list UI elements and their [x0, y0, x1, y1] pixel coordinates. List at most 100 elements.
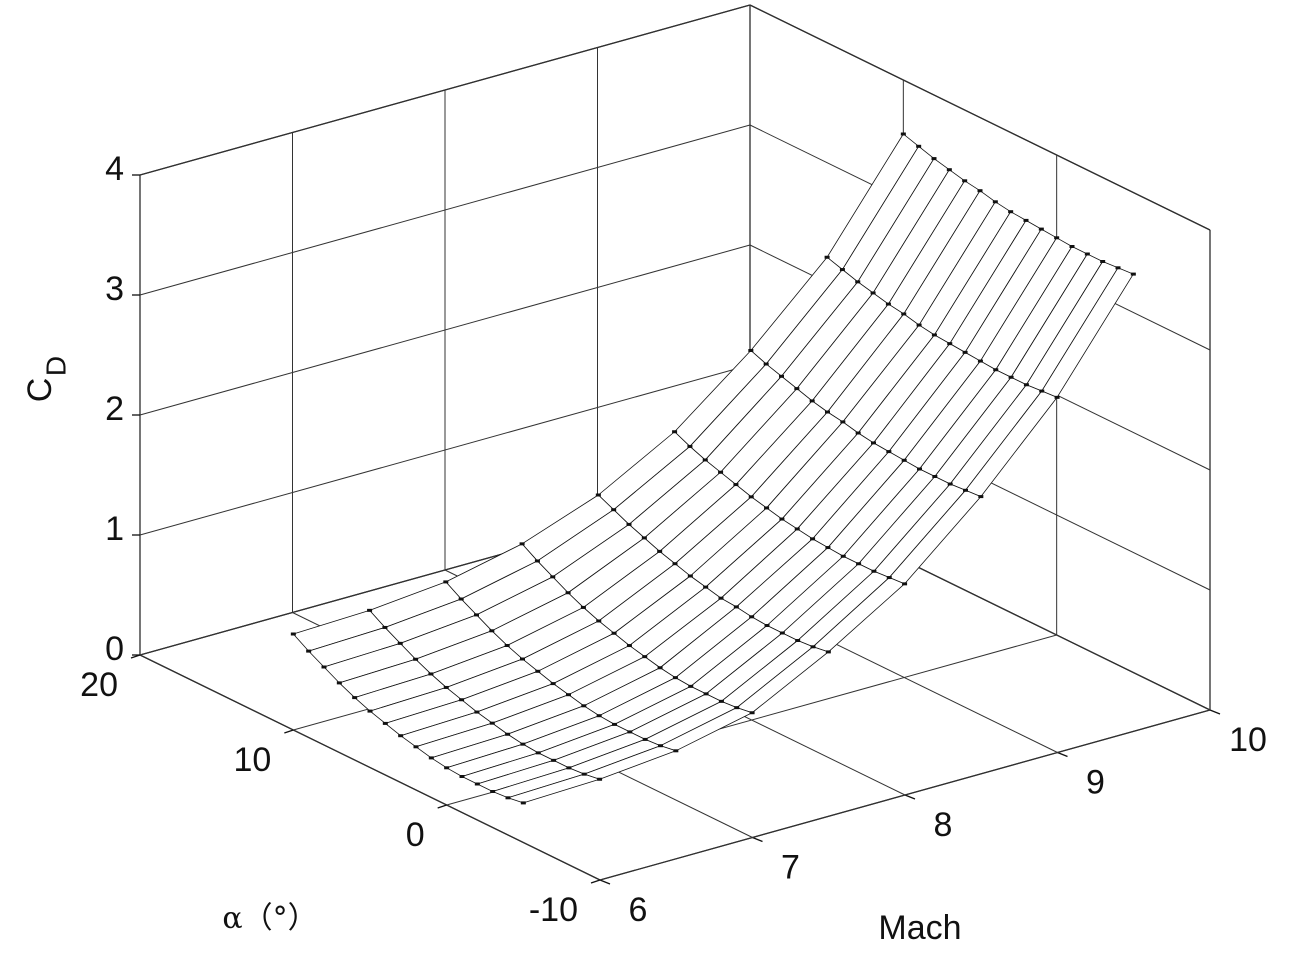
surface-point	[534, 559, 540, 563]
tick-mark	[752, 836, 763, 843]
surface-point	[702, 458, 708, 462]
surface-point	[612, 722, 617, 726]
x-tick-label: 8	[934, 806, 953, 844]
surface-point	[626, 522, 632, 526]
surface-point	[779, 631, 785, 635]
surface-point	[810, 537, 816, 541]
surface-point	[459, 775, 465, 778]
tick-mark	[284, 729, 294, 734]
x-tick-label: 9	[1086, 763, 1105, 801]
surface-point	[718, 596, 724, 600]
surface-point	[290, 632, 296, 636]
surface-point	[550, 575, 556, 579]
surface-point	[825, 546, 831, 550]
surface-point	[1054, 236, 1060, 240]
z-axis-label: C D	[21, 356, 71, 402]
x-tick-label: 6	[629, 891, 648, 929]
surface-point	[566, 693, 571, 697]
surface-point	[931, 333, 937, 337]
surface-point	[1069, 245, 1075, 248]
surface-point	[809, 399, 815, 403]
surface-point	[397, 641, 403, 645]
surface-point	[795, 639, 801, 642]
surface-point	[1023, 218, 1029, 222]
surface-point	[825, 410, 830, 414]
surface-point	[703, 692, 709, 696]
surface-point	[581, 704, 587, 708]
tick-mark	[437, 804, 447, 809]
surface-point	[596, 619, 602, 623]
surface-point	[917, 467, 922, 471]
y-tick-label: 0	[406, 816, 425, 854]
surface-point	[504, 644, 510, 647]
surface-point	[1008, 210, 1014, 214]
tick-mark	[1057, 751, 1068, 758]
x-tick-label: 10	[1229, 721, 1267, 759]
surface-point	[535, 669, 541, 673]
surface-point	[672, 562, 678, 566]
surface-point	[978, 495, 984, 499]
y-tick-label: 10	[234, 741, 272, 779]
surface-point	[672, 676, 678, 680]
z-tick-label: 4	[105, 150, 124, 188]
surface-point	[839, 268, 845, 272]
surface-point	[977, 359, 983, 363]
surface-point	[885, 302, 891, 306]
surface-point	[398, 734, 404, 738]
y-axis-label: α（°）	[222, 901, 317, 936]
surface-point	[352, 696, 358, 700]
surface-point	[580, 605, 586, 609]
surface-point	[733, 483, 739, 487]
surface-point	[962, 350, 968, 354]
surface-point	[794, 387, 800, 391]
surface-point	[642, 737, 648, 741]
surface-point	[505, 732, 511, 736]
surface-point	[794, 527, 800, 531]
grid-line	[139, 244, 751, 416]
surface-point	[1023, 383, 1029, 387]
z-axis-label-main: C	[21, 378, 59, 403]
surface-point	[764, 624, 770, 627]
surface-point	[474, 782, 480, 786]
tick-mark	[599, 879, 611, 885]
surface-point	[688, 684, 694, 688]
surface-point	[748, 349, 754, 352]
y-tick-label: -10	[529, 891, 578, 929]
surface-point	[1100, 260, 1106, 263]
surface-point	[963, 488, 968, 492]
surface-point	[428, 672, 434, 676]
surface-point	[444, 766, 450, 770]
surface-point	[367, 608, 373, 612]
surface-point	[764, 506, 770, 510]
surface-point	[840, 420, 846, 424]
surface-point	[1115, 266, 1121, 270]
surface-point	[900, 132, 906, 136]
z-axis-label-sub: D	[40, 356, 71, 376]
surface-point	[687, 574, 693, 578]
grid-line	[139, 654, 601, 881]
surface-point	[703, 585, 709, 589]
surface-point	[992, 200, 998, 204]
surface-point	[474, 613, 479, 617]
surface-point	[657, 549, 663, 553]
surface-point	[749, 711, 755, 715]
surface-point	[474, 710, 480, 714]
surface-point	[824, 255, 830, 259]
surface-point	[1008, 375, 1014, 379]
surface-point	[519, 542, 525, 546]
surface-point	[1130, 272, 1136, 276]
surface-point	[718, 470, 724, 474]
surface-point	[658, 744, 663, 748]
y-tick-label: 20	[80, 666, 118, 704]
surface-point	[611, 631, 617, 635]
surface-point	[443, 580, 449, 584]
surface-point	[1054, 395, 1060, 399]
surface-point	[871, 441, 876, 445]
surface-point	[321, 665, 327, 669]
surface-point	[855, 431, 861, 435]
z-tick-label: 3	[105, 270, 124, 308]
surface-point	[902, 582, 908, 586]
surface-point	[611, 508, 617, 512]
surface-point	[566, 766, 572, 770]
